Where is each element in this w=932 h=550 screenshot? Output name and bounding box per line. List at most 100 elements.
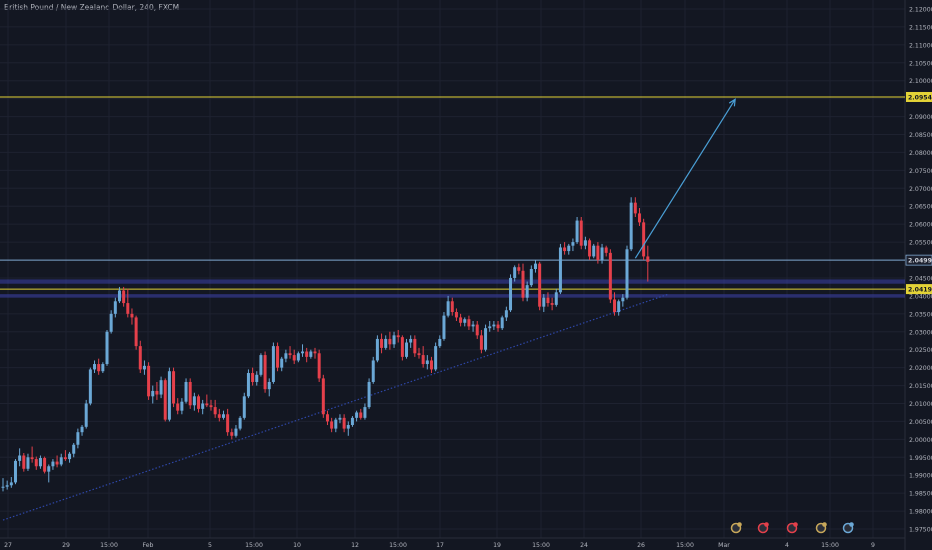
candle-body (592, 245, 596, 257)
candle-body (251, 373, 255, 382)
y-tick-label: 2.02500 (909, 347, 932, 354)
y-tick-label: 2.10000 (909, 78, 932, 85)
candle (592, 243, 596, 259)
candle-body (201, 403, 205, 409)
candle (251, 367, 255, 386)
candle-body (280, 358, 284, 368)
candle-body (147, 365, 151, 397)
candle (575, 216, 579, 244)
candle-body (446, 301, 450, 316)
price-label: 2.04997 (908, 257, 932, 264)
candle (34, 456, 38, 470)
candle (317, 349, 321, 382)
candle (554, 288, 558, 307)
candle (43, 456, 47, 474)
candle-body (226, 414, 230, 433)
candle-body (138, 346, 142, 370)
candle-body (217, 414, 221, 418)
support-zone-1 (0, 279, 905, 284)
candle-body (117, 290, 121, 302)
candle (263, 351, 267, 393)
x-tick-label: 9 (871, 542, 875, 549)
candle-body (425, 360, 429, 365)
candle-body (43, 458, 47, 472)
candle-body (197, 396, 201, 409)
economic-event-icon-5[interactable] (842, 522, 854, 534)
candle (93, 360, 97, 374)
candle-body (172, 371, 176, 404)
candle (434, 342, 438, 372)
candle-body (542, 297, 546, 307)
economic-event-icon-3[interactable] (786, 522, 798, 534)
y-tick-label: 1.98500 (909, 491, 932, 498)
candle-body (484, 328, 488, 350)
candle (296, 351, 300, 363)
candle (500, 315, 504, 330)
candle-body (471, 324, 475, 327)
candle-body (459, 317, 463, 323)
candle (284, 349, 288, 363)
candle-body (421, 355, 425, 365)
candle (325, 410, 329, 426)
candle-body (1, 486, 5, 488)
candle-body (301, 351, 305, 354)
candle-body (529, 269, 533, 286)
candle (521, 263, 525, 302)
candle-body (151, 390, 155, 397)
candle (400, 335, 404, 361)
candle-body (163, 380, 167, 420)
candle (59, 453, 63, 467)
candle-body (380, 338, 384, 348)
x-tick-label: 26 (637, 542, 645, 549)
candle-body (180, 401, 184, 411)
candle (242, 392, 246, 420)
candle-body (184, 381, 188, 402)
y-tick-label: 2.07500 (909, 168, 932, 175)
economic-event-icon-1[interactable] (730, 522, 742, 534)
candle (238, 416, 242, 431)
candle-body (334, 419, 338, 429)
candle-body (242, 396, 246, 418)
candle-body (479, 335, 483, 350)
candle-body (13, 460, 17, 483)
candle (288, 346, 292, 359)
economic-event-icon-4[interactable] (815, 522, 827, 534)
candle-body (38, 458, 42, 467)
price-label: 2.09546 (908, 94, 932, 101)
price-label-box (906, 284, 932, 295)
candle-body (188, 381, 192, 406)
candle-body (234, 428, 238, 436)
candle-body (159, 380, 163, 395)
candle-body (608, 252, 612, 300)
candle (276, 342, 280, 372)
candle (442, 312, 446, 341)
candle (517, 263, 521, 275)
candle (538, 261, 542, 311)
candle-body (596, 245, 600, 261)
x-tick-label: 12 (351, 542, 359, 549)
economic-event-icon-2[interactable] (757, 522, 769, 534)
candle (417, 347, 421, 359)
candle-body (359, 412, 363, 418)
candle (384, 335, 388, 350)
candle (134, 315, 138, 350)
candle (109, 310, 113, 334)
candle (633, 197, 637, 217)
candle (13, 459, 17, 485)
candle (130, 308, 134, 325)
candle (409, 335, 413, 348)
y-tick-label: 2.00500 (909, 419, 932, 426)
candle-body (500, 317, 504, 329)
candle (197, 394, 201, 413)
candle-body (417, 353, 421, 356)
candle (147, 362, 151, 400)
candle (479, 329, 483, 354)
y-tick-label: 2.12000 (909, 6, 932, 13)
candle-body (93, 364, 97, 370)
candle-body (513, 267, 517, 278)
candle-body (400, 337, 404, 357)
candle-body (375, 338, 379, 361)
candle-body (567, 245, 571, 252)
candle (375, 335, 379, 363)
